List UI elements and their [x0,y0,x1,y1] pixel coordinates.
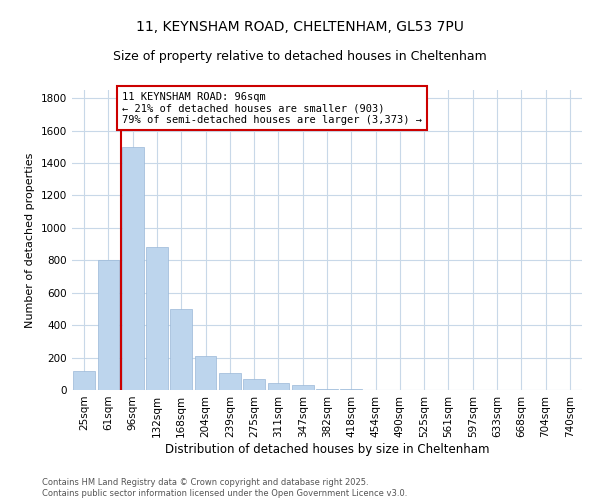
Text: Contains HM Land Registry data © Crown copyright and database right 2025.
Contai: Contains HM Land Registry data © Crown c… [42,478,407,498]
Bar [340,389,362,390]
Bar [97,260,119,390]
Bar [268,382,289,390]
Bar [73,370,95,390]
Bar [122,147,143,390]
X-axis label: Distribution of detached houses by size in Cheltenham: Distribution of detached houses by size … [165,442,489,456]
Bar [194,356,217,390]
Bar [316,389,338,390]
Y-axis label: Number of detached properties: Number of detached properties [25,152,35,328]
Text: Size of property relative to detached houses in Cheltenham: Size of property relative to detached ho… [113,50,487,63]
Bar [219,373,241,390]
Bar [292,386,314,390]
Bar [170,309,192,390]
Bar [243,380,265,390]
Text: 11 KEYNSHAM ROAD: 96sqm
← 21% of detached houses are smaller (903)
79% of semi-d: 11 KEYNSHAM ROAD: 96sqm ← 21% of detache… [122,92,422,125]
Bar [146,248,168,390]
Text: 11, KEYNSHAM ROAD, CHELTENHAM, GL53 7PU: 11, KEYNSHAM ROAD, CHELTENHAM, GL53 7PU [136,20,464,34]
